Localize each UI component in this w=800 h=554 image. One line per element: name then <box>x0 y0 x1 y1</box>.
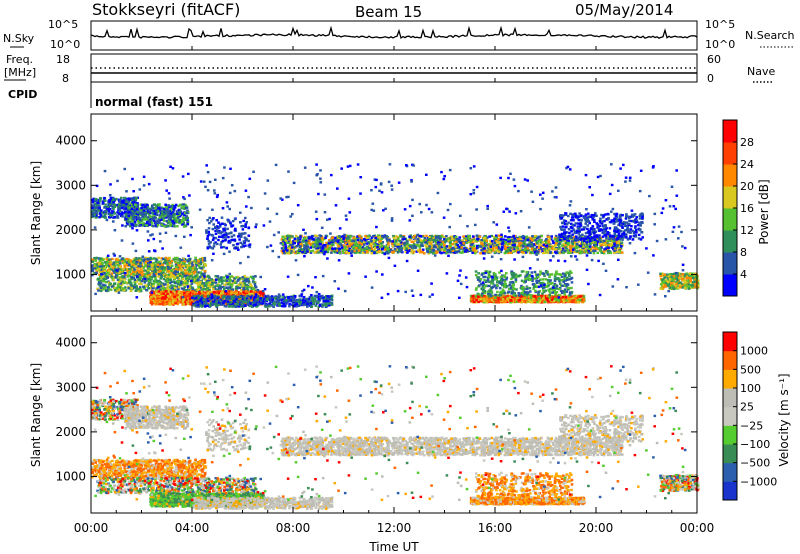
time-tick-label: 00:00 <box>74 521 109 535</box>
noise-right-tick-bottom: 10^0 <box>705 38 735 51</box>
beam-title: Beam 15 <box>355 3 422 21</box>
velocity-ytick-label: 4000 <box>55 336 86 350</box>
velocity-colorbar-tick: 100 <box>740 382 761 395</box>
noise-panel: N.Sky 10^5 10^0 10^5 10^0 N.Search <box>3 18 795 51</box>
time-tick-label: 20:00 <box>579 521 614 535</box>
velocity-y-axis: 1000 2000 3000 4000 <box>55 336 697 483</box>
power-colorbar-tick: 4 <box>740 268 747 281</box>
power-colorbar-segment <box>723 186 737 209</box>
power-colorbar-segment <box>723 208 737 231</box>
velocity-colorbar-tick: −100 <box>740 438 770 451</box>
velocity-colorbar-tick: −25 <box>740 419 763 432</box>
power-ytick-label: 2000 <box>55 223 86 237</box>
velocity-colorbar-segment <box>723 406 737 426</box>
power-colorbar-segment <box>723 164 737 187</box>
velocity-colorbar-tick: −1000 <box>740 475 777 488</box>
power-colorbar-segment <box>723 252 737 275</box>
power-x-ticks <box>90 114 698 311</box>
velocity-x-ticks <box>90 316 698 513</box>
freq-tick-top: 18 <box>56 53 70 66</box>
velocity-panel: 1000 2000 3000 4000 Slant Range [km] 1000 50… <box>29 315 791 514</box>
velocity-colorbar-segment <box>723 332 737 352</box>
power-colorbar-tick: 24 <box>740 158 754 171</box>
noise-sky-series <box>90 25 698 40</box>
time-tick-label: 12:00 <box>377 521 412 535</box>
freq-tick-bottom: 8 <box>62 72 69 85</box>
freq-label-1: Freq. <box>6 53 33 66</box>
nave-label: Nave <box>747 65 775 78</box>
power-colorbar-label: Power [dB] <box>757 179 771 244</box>
nave-tick-bottom: 0 <box>707 72 714 85</box>
time-tick-label: 08:00 <box>276 521 311 535</box>
velocity-ytick-label: 1000 <box>55 469 86 483</box>
velocity-colorbar-tick: 500 <box>740 363 761 376</box>
velocity-colorbar-segment <box>723 350 737 370</box>
power-colorbar-segment <box>723 142 737 165</box>
power-colorbar-segment <box>723 230 737 253</box>
station-title: Stokkseyri (fitACF) <box>92 0 240 19</box>
noise-left-tick-bottom: 10^0 <box>50 38 80 51</box>
power-y-axis: 1000 2000 3000 4000 <box>55 134 697 281</box>
power-colorbar: 4 8 12 16 20 24 28 <box>722 119 754 297</box>
time-axis-label: Time UT <box>368 540 419 554</box>
cpid-label: CPID <box>8 88 37 101</box>
velocity-colorbar-segment <box>723 481 737 501</box>
power-ytick-label: 4000 <box>55 134 86 148</box>
velocity-ytick-label: 2000 <box>55 425 86 439</box>
power-ytick-label: 1000 <box>55 267 86 281</box>
power-ylabel: Slant Range [km] <box>29 161 43 265</box>
velocity-colorbar-tick: 25 <box>740 401 754 414</box>
noise-right-tick-top: 10^5 <box>705 18 735 31</box>
power-colorbar-tick: 8 <box>740 246 747 259</box>
time-tick-label: 00:00 <box>680 521 715 535</box>
velocity-ylabel: Slant Range [km] <box>29 363 43 467</box>
velocity-colorbar-tick: −500 <box>740 457 770 470</box>
noise-left-tick-top: 10^5 <box>48 18 78 31</box>
velocity-colorbar-label: Velocity [m s⁻¹] <box>777 373 791 466</box>
noise-left-label: N.Sky <box>3 32 35 45</box>
freq-label-2: [MHz] <box>4 66 36 79</box>
frequency-panel: Freq. [MHz] 18 8 60 0 Nave <box>4 53 775 85</box>
velocity-colorbar-segment <box>723 369 737 389</box>
power-colorbar-segment <box>723 274 737 297</box>
nave-tick-top: 60 <box>707 53 721 66</box>
velocity-ytick-label: 3000 <box>55 380 86 394</box>
cpid-panel: CPID normal (fast) 151 <box>8 82 213 109</box>
velocity-colorbar-segment <box>723 462 737 482</box>
power-colorbar-tick: 28 <box>740 136 754 149</box>
velocity-colorbar-segment <box>723 425 737 445</box>
power-colorbar-segment <box>723 120 737 143</box>
velocity-colorbar-tick: 1000 <box>740 345 768 358</box>
noise-right-label: N.Search <box>745 29 795 42</box>
cpid-mode: normal (fast) 151 <box>95 95 213 109</box>
power-ytick-label: 3000 <box>55 178 86 192</box>
time-tick-label: 04:00 <box>175 521 210 535</box>
time-axis: 00:00 04:00 08:00 12:00 16:00 20:00 00:00 <box>74 521 715 535</box>
velocity-colorbar-segment <box>723 444 737 464</box>
time-tick-label: 16:00 <box>478 521 513 535</box>
power-colorbar-tick: 16 <box>740 202 754 215</box>
velocity-heatmap <box>91 365 700 510</box>
date-title: 05/May/2014 <box>575 1 673 19</box>
power-colorbar-tick: 20 <box>740 180 754 193</box>
power-colorbar-tick: 12 <box>740 224 754 237</box>
velocity-colorbar-segment <box>723 388 737 408</box>
power-panel: 1000 2000 3000 4000 Slant Range [km] 4 8 12 16… <box>29 113 771 312</box>
power-heatmap <box>91 163 700 308</box>
velocity-colorbar: 1000 500 100 25 −25 −100 −500 −1000 <box>722 331 777 501</box>
